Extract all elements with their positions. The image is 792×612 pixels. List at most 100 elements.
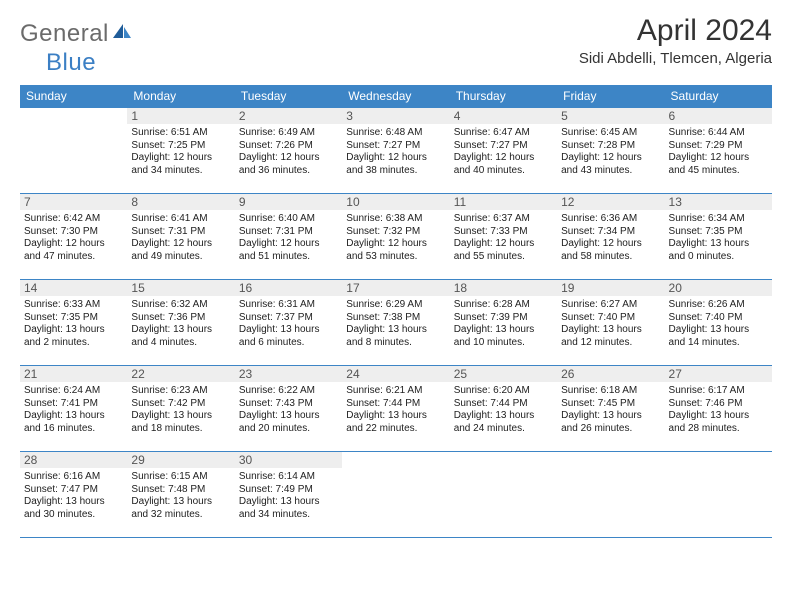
day-details: Sunrise: 6:31 AMSunset: 7:37 PMDaylight:… [235,297,342,351]
day-number: 6 [665,108,772,124]
calendar-day-cell: 24Sunrise: 6:21 AMSunset: 7:44 PMDayligh… [342,366,449,452]
day-number: 30 [235,452,342,468]
sunrise-line: Sunrise: 6:41 AM [131,213,230,226]
calendar-day-cell: 11Sunrise: 6:37 AMSunset: 7:33 PMDayligh… [450,194,557,280]
daylight-line-1: Daylight: 13 hours [24,324,123,337]
daylight-line-2: and 53 minutes. [346,251,445,264]
sunrise-line: Sunrise: 6:28 AM [454,299,553,312]
daylight-line-2: and 28 minutes. [669,423,768,436]
sunrise-line: Sunrise: 6:17 AM [669,385,768,398]
daylight-line-1: Daylight: 12 hours [239,238,338,251]
sunset-line: Sunset: 7:35 PM [24,312,123,325]
daylight-line-1: Daylight: 12 hours [454,152,553,165]
daylight-line-1: Daylight: 13 hours [131,324,230,337]
daylight-line-2: and 26 minutes. [561,423,660,436]
day-number: 21 [20,366,127,382]
sunrise-line: Sunrise: 6:23 AM [131,385,230,398]
sunset-line: Sunset: 7:30 PM [24,226,123,239]
day-number: 5 [557,108,664,124]
daylight-line-1: Daylight: 13 hours [131,496,230,509]
day-number: 8 [127,194,234,210]
day-number: 23 [235,366,342,382]
day-number: 4 [450,108,557,124]
sunrise-line: Sunrise: 6:37 AM [454,213,553,226]
weekday-header: Wednesday [342,85,449,108]
daylight-line-2: and 55 minutes. [454,251,553,264]
day-number: 29 [127,452,234,468]
day-number: 3 [342,108,449,124]
day-number: 28 [20,452,127,468]
day-details: Sunrise: 6:45 AMSunset: 7:28 PMDaylight:… [557,125,664,179]
calendar-day-cell: 6Sunrise: 6:44 AMSunset: 7:29 PMDaylight… [665,108,772,194]
sunset-line: Sunset: 7:29 PM [669,140,768,153]
sunrise-line: Sunrise: 6:47 AM [454,127,553,140]
day-number: 12 [557,194,664,210]
calendar-week-row: 1Sunrise: 6:51 AMSunset: 7:25 PMDaylight… [20,108,772,194]
calendar-day-cell: 22Sunrise: 6:23 AMSunset: 7:42 PMDayligh… [127,366,234,452]
sunrise-line: Sunrise: 6:15 AM [131,471,230,484]
calendar-day-cell: 17Sunrise: 6:29 AMSunset: 7:38 PMDayligh… [342,280,449,366]
calendar-week-row: 28Sunrise: 6:16 AMSunset: 7:47 PMDayligh… [20,452,772,538]
daylight-line-1: Daylight: 13 hours [239,324,338,337]
calendar-day-cell [20,108,127,194]
page-title: April 2024 [579,14,772,48]
sunrise-line: Sunrise: 6:42 AM [24,213,123,226]
sunset-line: Sunset: 7:27 PM [346,140,445,153]
daylight-line-1: Daylight: 13 hours [454,410,553,423]
sunrise-line: Sunrise: 6:49 AM [239,127,338,140]
day-number: 24 [342,366,449,382]
day-details: Sunrise: 6:42 AMSunset: 7:30 PMDaylight:… [20,211,127,265]
day-details: Sunrise: 6:18 AMSunset: 7:45 PMDaylight:… [557,383,664,437]
daylight-line-2: and 14 minutes. [669,337,768,350]
daylight-line-1: Daylight: 13 hours [561,324,660,337]
daylight-line-2: and 2 minutes. [24,337,123,350]
sunrise-line: Sunrise: 6:33 AM [24,299,123,312]
day-details: Sunrise: 6:48 AMSunset: 7:27 PMDaylight:… [342,125,449,179]
sunrise-line: Sunrise: 6:44 AM [669,127,768,140]
weekday-header: Saturday [665,85,772,108]
calendar-day-cell: 13Sunrise: 6:34 AMSunset: 7:35 PMDayligh… [665,194,772,280]
sunrise-line: Sunrise: 6:22 AM [239,385,338,398]
day-details: Sunrise: 6:16 AMSunset: 7:47 PMDaylight:… [20,469,127,523]
daylight-line-2: and 47 minutes. [24,251,123,264]
sunrise-line: Sunrise: 6:32 AM [131,299,230,312]
daylight-line-1: Daylight: 13 hours [24,496,123,509]
daylight-line-2: and 10 minutes. [454,337,553,350]
day-details: Sunrise: 6:32 AMSunset: 7:36 PMDaylight:… [127,297,234,351]
calendar-day-cell [342,452,449,538]
daylight-line-1: Daylight: 12 hours [131,152,230,165]
calendar-day-cell: 16Sunrise: 6:31 AMSunset: 7:37 PMDayligh… [235,280,342,366]
calendar-week-row: 14Sunrise: 6:33 AMSunset: 7:35 PMDayligh… [20,280,772,366]
daylight-line-2: and 58 minutes. [561,251,660,264]
day-details: Sunrise: 6:47 AMSunset: 7:27 PMDaylight:… [450,125,557,179]
calendar-day-cell: 9Sunrise: 6:40 AMSunset: 7:31 PMDaylight… [235,194,342,280]
day-number: 14 [20,280,127,296]
daylight-line-2: and 30 minutes. [24,509,123,522]
calendar-day-cell: 20Sunrise: 6:26 AMSunset: 7:40 PMDayligh… [665,280,772,366]
day-number: 20 [665,280,772,296]
day-details: Sunrise: 6:15 AMSunset: 7:48 PMDaylight:… [127,469,234,523]
weekday-header: Friday [557,85,664,108]
day-details: Sunrise: 6:27 AMSunset: 7:40 PMDaylight:… [557,297,664,351]
daylight-line-1: Daylight: 12 hours [24,238,123,251]
logo: General [20,14,135,48]
sunrise-line: Sunrise: 6:29 AM [346,299,445,312]
calendar-day-cell: 2Sunrise: 6:49 AMSunset: 7:26 PMDaylight… [235,108,342,194]
day-number: 16 [235,280,342,296]
day-number: 9 [235,194,342,210]
sunset-line: Sunset: 7:41 PM [24,398,123,411]
daylight-line-2: and 18 minutes. [131,423,230,436]
daylight-line-2: and 45 minutes. [669,165,768,178]
sunset-line: Sunset: 7:48 PM [131,484,230,497]
sunrise-line: Sunrise: 6:27 AM [561,299,660,312]
day-number: 7 [20,194,127,210]
daylight-line-2: and 8 minutes. [346,337,445,350]
calendar-day-cell: 7Sunrise: 6:42 AMSunset: 7:30 PMDaylight… [20,194,127,280]
day-number: 18 [450,280,557,296]
day-details: Sunrise: 6:28 AMSunset: 7:39 PMDaylight:… [450,297,557,351]
sunrise-line: Sunrise: 6:51 AM [131,127,230,140]
day-number: 1 [127,108,234,124]
sunrise-line: Sunrise: 6:40 AM [239,213,338,226]
calendar-day-cell [450,452,557,538]
calendar-table: SundayMondayTuesdayWednesdayThursdayFrid… [20,85,772,538]
